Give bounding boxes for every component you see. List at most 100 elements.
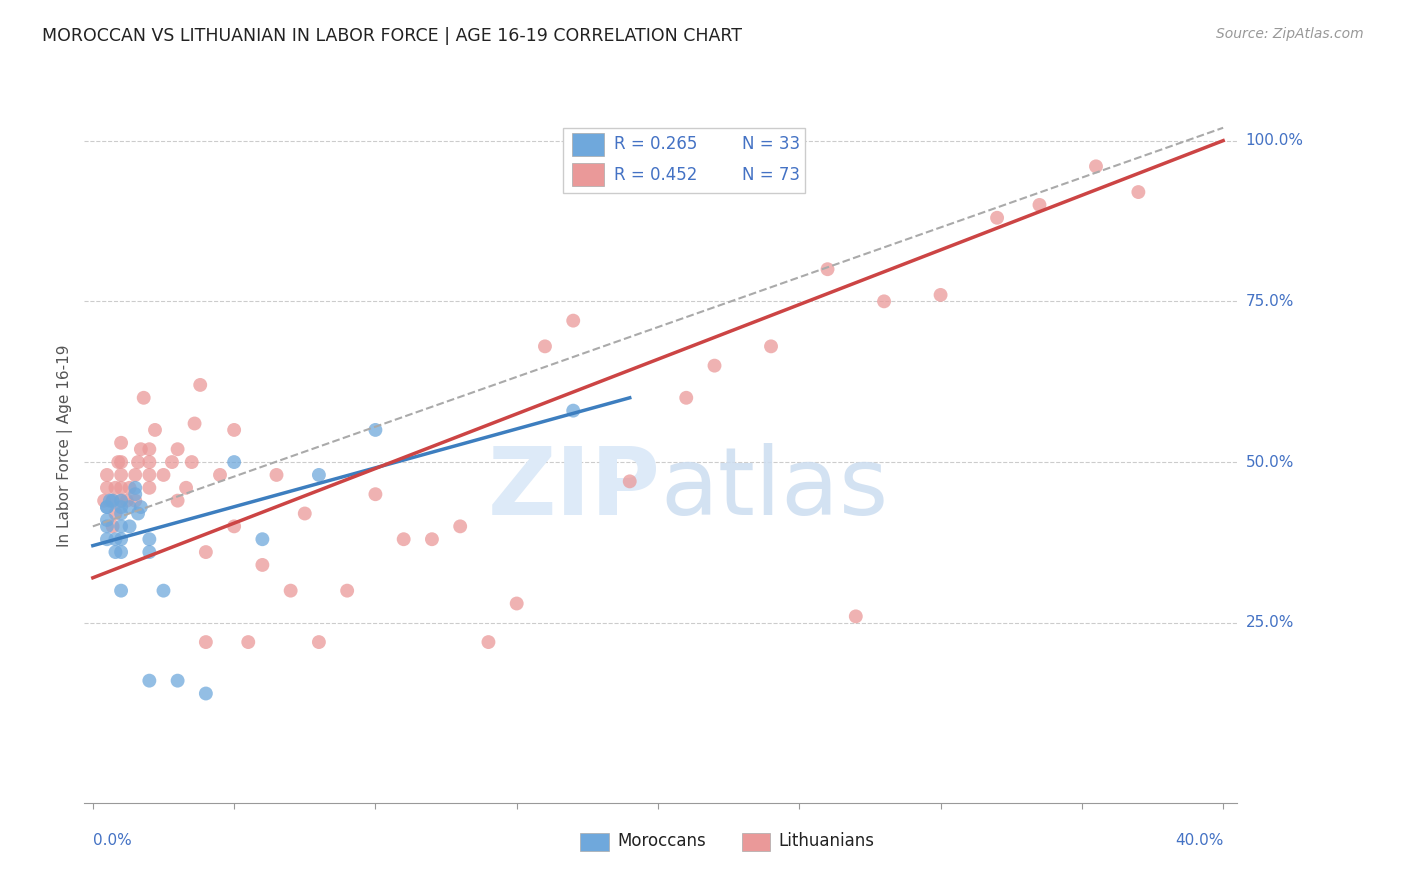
Text: Moroccans: Moroccans — [617, 832, 706, 850]
Point — [124, 467, 146, 482]
Text: 100.0%: 100.0% — [1246, 133, 1303, 148]
Point — [110, 435, 132, 450]
Point — [364, 423, 387, 437]
Point — [280, 583, 302, 598]
Point — [266, 467, 288, 482]
Point — [98, 493, 121, 508]
Point — [110, 545, 132, 559]
Point — [124, 487, 146, 501]
Point — [183, 417, 205, 431]
Point — [152, 467, 174, 482]
Text: R = 0.265: R = 0.265 — [613, 136, 697, 153]
Point — [104, 507, 127, 521]
Text: 75.0%: 75.0% — [1246, 293, 1294, 309]
Point — [118, 481, 141, 495]
Point — [392, 533, 415, 547]
Point — [194, 545, 217, 559]
Point — [132, 391, 155, 405]
Bar — [572, 133, 605, 155]
Point — [364, 487, 387, 501]
Point — [449, 519, 471, 533]
Point — [238, 635, 260, 649]
Point — [308, 467, 330, 482]
Point — [138, 467, 160, 482]
Point — [845, 609, 868, 624]
Point — [124, 493, 146, 508]
Point — [129, 442, 152, 457]
Point — [110, 467, 132, 482]
Text: 25.0%: 25.0% — [1246, 615, 1294, 631]
Point — [96, 519, 118, 533]
Y-axis label: In Labor Force | Age 16-19: In Labor Force | Age 16-19 — [58, 344, 73, 548]
Point — [224, 423, 246, 437]
Point — [110, 583, 132, 598]
Point — [110, 500, 132, 514]
Point — [118, 500, 141, 514]
Point — [929, 288, 952, 302]
Point — [873, 294, 896, 309]
Point — [166, 442, 188, 457]
Point — [138, 673, 160, 688]
Point — [152, 583, 174, 598]
Point — [138, 481, 160, 495]
Point — [138, 545, 160, 559]
Point — [110, 493, 132, 508]
Point — [166, 493, 188, 508]
Point — [224, 455, 246, 469]
Point — [127, 455, 149, 469]
Point — [138, 455, 160, 469]
Point — [194, 686, 217, 700]
Point — [96, 467, 118, 482]
Bar — [572, 163, 605, 186]
Point — [1028, 198, 1050, 212]
Point — [703, 359, 725, 373]
Point — [188, 378, 211, 392]
Point — [115, 493, 138, 508]
Point — [252, 533, 274, 547]
Point — [110, 519, 132, 533]
Text: N = 33: N = 33 — [741, 136, 800, 153]
Text: Lithuanians: Lithuanians — [779, 832, 875, 850]
Point — [96, 481, 118, 495]
Point — [174, 481, 197, 495]
Text: atlas: atlas — [661, 442, 889, 535]
Point — [96, 513, 118, 527]
Point — [336, 583, 359, 598]
Point — [180, 455, 202, 469]
Point — [252, 558, 274, 572]
Point — [619, 475, 641, 489]
Point — [420, 533, 443, 547]
Point — [506, 597, 529, 611]
Point — [1128, 185, 1150, 199]
Point — [96, 533, 118, 547]
Point — [194, 635, 217, 649]
Point — [534, 339, 557, 353]
Point — [160, 455, 183, 469]
Point — [294, 507, 316, 521]
Point — [96, 500, 118, 514]
Point — [110, 481, 132, 495]
Bar — [581, 833, 609, 851]
Text: ZIP: ZIP — [488, 442, 661, 535]
Point — [110, 455, 132, 469]
Text: 0.0%: 0.0% — [93, 833, 132, 848]
Text: Source: ZipAtlas.com: Source: ZipAtlas.com — [1216, 27, 1364, 41]
Point — [110, 507, 132, 521]
Point — [101, 493, 124, 508]
Bar — [741, 833, 770, 851]
FancyBboxPatch shape — [562, 128, 806, 193]
Point — [986, 211, 1008, 225]
Point — [166, 673, 188, 688]
Point — [759, 339, 782, 353]
Text: 50.0%: 50.0% — [1246, 455, 1294, 469]
Point — [96, 500, 118, 514]
Point — [110, 493, 132, 508]
Point — [107, 455, 129, 469]
Point — [224, 519, 246, 533]
Point — [104, 533, 127, 547]
Point — [675, 391, 697, 405]
Point — [127, 507, 149, 521]
Point — [101, 519, 124, 533]
Point — [138, 533, 160, 547]
Point — [1085, 159, 1108, 173]
